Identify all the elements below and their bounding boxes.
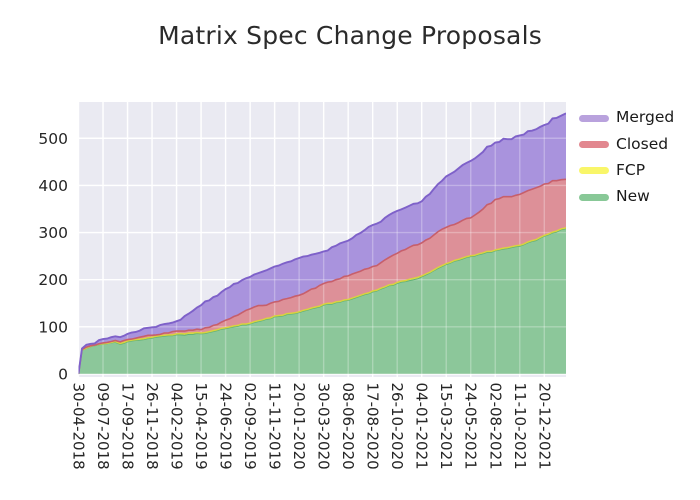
new-area — [78, 228, 566, 374]
x-tick-label: 20-01-2020 — [290, 383, 308, 470]
legend: Merged Closed FCP New — [579, 105, 674, 210]
fcp-edge — [78, 227, 566, 375]
new-edge — [78, 228, 566, 375]
y-tick-label: 300 — [38, 224, 68, 242]
legend-item-closed: Closed — [579, 131, 674, 157]
x-axis-tick-labels: 30-04-2018 09-07-2018 17-09-2018 26-11-2018… — [70, 383, 554, 470]
chart-title: Matrix Spec Change Proposals — [158, 21, 542, 50]
y-tick-label: 500 — [38, 130, 68, 148]
legend-label: Merged — [616, 108, 675, 127]
gridlines-overlay — [78, 102, 566, 377]
x-tick-label: 20-12-2021 — [535, 383, 553, 470]
fcp-swatch-icon — [579, 167, 609, 175]
x-tick-label: 11-10-2021 — [511, 383, 529, 470]
x-tick-label: 04-01-2021 — [413, 383, 431, 470]
closed-swatch-icon — [579, 140, 609, 148]
x-tick-label: 17-08-2020 — [364, 383, 382, 470]
x-tick-label: 26-10-2020 — [388, 383, 406, 470]
legend-label: FCP — [616, 160, 646, 179]
x-tick-label: 30-04-2018 — [70, 383, 88, 470]
new-swatch-icon — [579, 193, 609, 201]
y-tick-label: 100 — [38, 318, 68, 336]
x-tick-label: 24-05-2021 — [462, 383, 480, 470]
x-tick-label: 17-09-2018 — [119, 383, 137, 470]
x-tick-label: 09-07-2018 — [94, 383, 112, 470]
x-tick-label: 04-02-2019 — [168, 383, 186, 470]
x-tick-label: 15-03-2021 — [437, 383, 455, 470]
y-tick-label: 200 — [38, 271, 68, 289]
area-series — [78, 113, 566, 375]
legend-item-fcp: FCP — [579, 158, 674, 184]
x-tick-label: 15-04-2019 — [192, 383, 210, 470]
merged-swatch-icon — [579, 114, 609, 122]
merged-edge — [78, 112, 566, 374]
series-edges — [78, 112, 566, 375]
x-tick-label: 02-08-2021 — [486, 383, 504, 470]
legend-label: New — [616, 187, 650, 206]
legend-label: Closed — [616, 134, 669, 153]
legend-item-merged: Merged — [579, 105, 674, 131]
closed-edge — [78, 178, 566, 375]
legend-item-new: New — [579, 184, 674, 210]
y-tick-label: 0 — [58, 366, 68, 384]
y-tick-label: 400 — [38, 177, 68, 195]
x-tick-label: 02-09-2019 — [241, 383, 259, 470]
x-tick-label: 11-11-2019 — [266, 383, 284, 470]
y-axis-tick-labels: 0 100 200 300 400 500 — [38, 130, 68, 384]
x-tick-label: 24-06-2019 — [217, 383, 235, 470]
x-tick-label: 26-11-2018 — [143, 383, 161, 470]
x-tick-label: 08-06-2020 — [339, 383, 357, 470]
x-tick-label: 30-03-2020 — [315, 383, 333, 470]
